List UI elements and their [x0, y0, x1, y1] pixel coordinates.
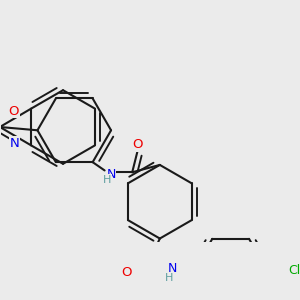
Text: H: H: [103, 175, 111, 184]
Text: N: N: [168, 262, 178, 275]
Text: N: N: [10, 137, 20, 150]
Text: N: N: [106, 168, 116, 181]
Text: O: O: [132, 138, 142, 151]
Text: Cl: Cl: [289, 264, 300, 277]
Text: O: O: [122, 266, 132, 279]
Text: H: H: [164, 273, 173, 283]
Text: O: O: [9, 105, 19, 118]
